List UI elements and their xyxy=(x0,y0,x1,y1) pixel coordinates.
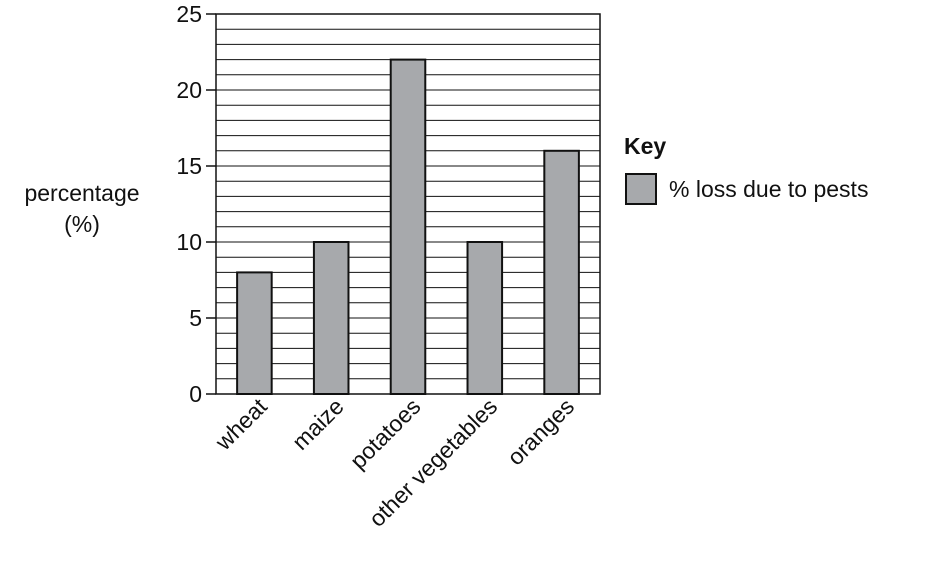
y-axis-title-line-2: (%) xyxy=(64,211,100,237)
y-tick-label: 25 xyxy=(176,1,202,27)
y-tick-label: 5 xyxy=(189,305,202,331)
y-axis-ticks: 0 5 10 15 20 25 xyxy=(176,1,216,407)
x-tick-label: maize xyxy=(287,393,349,455)
y-tick-label: 20 xyxy=(176,77,202,103)
bar xyxy=(312,241,350,395)
bar xyxy=(236,271,273,395)
legend-title: Key xyxy=(624,133,666,159)
x-tick-label: other vegetables xyxy=(364,393,503,532)
x-tick-label: oranges xyxy=(502,393,579,470)
bars xyxy=(236,58,580,395)
legend-swatch xyxy=(625,173,657,205)
y-tick-label: 15 xyxy=(176,153,202,179)
legend: Key % loss due to pests xyxy=(624,133,868,205)
y-tick-label: 0 xyxy=(189,381,202,407)
y-axis-title-line-1: percentage xyxy=(24,180,139,206)
x-tick-label: wheat xyxy=(209,393,272,456)
bar xyxy=(543,149,580,395)
plot-frame xyxy=(215,13,601,395)
legend-series-label: % loss due to pests xyxy=(669,176,868,202)
bar xyxy=(389,58,427,395)
x-tick-label: potatoes xyxy=(345,393,426,474)
bar xyxy=(466,241,504,395)
y-tick-label: 10 xyxy=(176,229,202,255)
